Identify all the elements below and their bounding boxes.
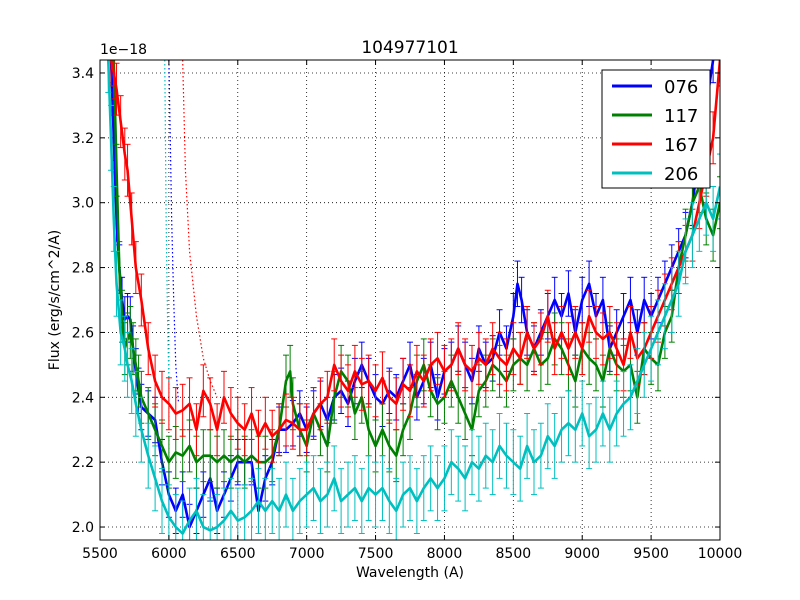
x-tick-label: 9000 (564, 546, 600, 562)
x-tick-label: 10000 (698, 546, 743, 562)
legend: 076 117 167 206 (601, 69, 711, 189)
y-offset-label: 1e−18 (100, 42, 147, 58)
y-tick-label: 2.4 (72, 390, 94, 406)
x-tick-label: 6500 (220, 546, 256, 562)
y-tick-label: 2.2 (72, 455, 94, 471)
axis-ticks: 5500 6000 6500 7000 7500 8000 8500 9000 9500 1000… (72, 60, 743, 562)
series-167-line (109, 60, 720, 438)
y-tick-label: 2.6 (72, 325, 94, 341)
x-tick-label: 7000 (289, 546, 325, 562)
x-tick-label: 9500 (633, 546, 669, 562)
legend-label-206: 206 (664, 164, 698, 185)
legend-label-117: 117 (664, 106, 698, 127)
x-axis-label: Wavelength (A) (356, 565, 464, 581)
y-axis-label: Flux (erg/s/cm^2/A) (47, 230, 63, 370)
legend-box (601, 69, 711, 189)
x-tick-label: 6000 (151, 546, 187, 562)
x-tick-label: 8500 (496, 546, 532, 562)
series-206-line (106, 60, 720, 535)
x-tick-label: 7500 (358, 546, 394, 562)
y-tick-label: 3.0 (72, 196, 94, 212)
x-tick-label: 5500 (82, 546, 118, 562)
y-tick-label: 3.2 (72, 131, 94, 147)
legend-label-167: 167 (664, 135, 698, 156)
chart-title: 104977101 (361, 38, 458, 58)
legend-label-076: 076 (664, 77, 698, 98)
x-tick-label: 8000 (427, 546, 463, 562)
series-206 (105, 60, 720, 540)
series-076-line (109, 60, 715, 529)
series-117-line (112, 60, 720, 464)
series-076-model-line (168, 60, 180, 404)
series-layer (105, 60, 720, 540)
y-tick-label: 3.4 (72, 66, 94, 82)
plot-frame (99, 59, 721, 541)
series-167 (108, 60, 720, 463)
series-167-model-line (182, 60, 218, 398)
y-tick-label: 2.8 (72, 261, 94, 277)
y-tick-label: 2.0 (72, 520, 94, 536)
